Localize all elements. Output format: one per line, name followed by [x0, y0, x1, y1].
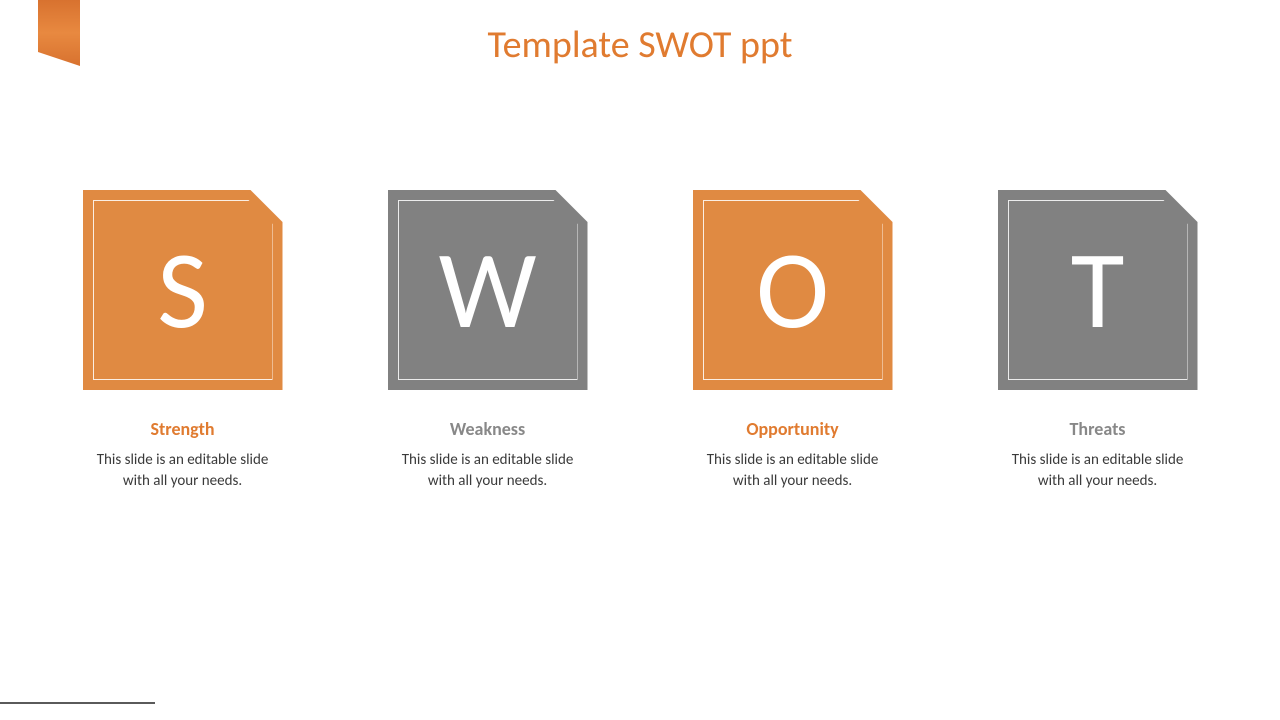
tile-threats: T — [998, 190, 1198, 390]
card-strength: S Strength This slide is an editable sli… — [78, 190, 288, 492]
card-description: This slide is an editable slide with all… — [383, 450, 593, 492]
card-description: This slide is an editable slide with all… — [688, 450, 898, 492]
slide-title: Template SWOT ppt — [0, 22, 1280, 68]
card-heading: Opportunity — [746, 418, 838, 440]
tile-letter: O — [756, 235, 829, 345]
card-heading: Threats — [1070, 418, 1126, 440]
card-threats: T Threats This slide is an editable slid… — [993, 190, 1203, 492]
tile-strength: S — [83, 190, 283, 390]
card-opportunity: O Opportunity This slide is an editable … — [688, 190, 898, 492]
card-heading: Weakness — [450, 418, 525, 440]
tile-letter: W — [439, 235, 537, 345]
card-heading: Strength — [151, 418, 215, 440]
tile-opportunity: O — [693, 190, 893, 390]
bottom-edge-line — [0, 702, 155, 704]
tile-letter: T — [1071, 235, 1125, 345]
card-description: This slide is an editable slide with all… — [993, 450, 1203, 492]
swot-row: S Strength This slide is an editable sli… — [0, 190, 1280, 492]
tile-letter: S — [157, 235, 208, 345]
card-description: This slide is an editable slide with all… — [78, 450, 288, 492]
tile-weakness: W — [388, 190, 588, 390]
card-weakness: W Weakness This slide is an editable sli… — [383, 190, 593, 492]
